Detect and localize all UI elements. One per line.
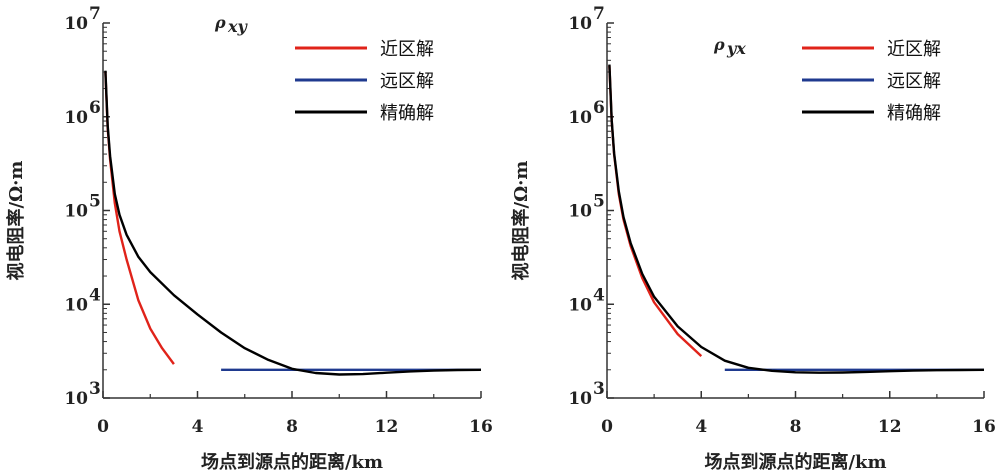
legend-label: 远区解	[887, 71, 941, 92]
x-tick-label: 12	[878, 417, 902, 437]
y-tick-label: 10	[64, 389, 88, 409]
y-tick-base: 10	[64, 389, 88, 409]
y-tick-exponent: 7	[593, 4, 605, 24]
y-tick-exponent: 3	[89, 379, 101, 399]
legend-label: 近区解	[887, 39, 941, 60]
y-tick-base: 10	[568, 389, 592, 409]
y-tick-label: 10	[64, 202, 88, 222]
x-tick-label: 16	[469, 417, 493, 437]
y-tick-base: 10	[568, 108, 592, 128]
y-tick-exponent: 5	[89, 192, 101, 212]
y-tick-label: 10	[568, 202, 592, 222]
y-tick-base: 10	[64, 295, 88, 315]
x-tick-label: 4	[192, 417, 204, 437]
chart-title: ρ	[214, 13, 226, 32]
y-axis-label: 视电阻率/Ω·m	[510, 161, 532, 281]
x-tick-label: 0	[97, 417, 109, 437]
y-tick-label: 10	[568, 295, 592, 315]
legend-label: 近区解	[380, 39, 434, 60]
x-tick-label: 8	[286, 417, 298, 437]
x-tick-label: 16	[972, 417, 996, 437]
legend-label: 精确解	[380, 103, 434, 124]
x-tick-label: 4	[695, 417, 707, 437]
y-tick-exponent: 5	[593, 192, 605, 212]
y-tick-label: 10	[64, 108, 88, 128]
y-tick-exponent: 7	[89, 4, 101, 24]
y-tick-base: 10	[568, 295, 592, 315]
x-axis-label: 场点到源点的距离/km	[704, 451, 886, 473]
y-tick-base: 10	[64, 202, 88, 222]
y-tick-base: 10	[568, 202, 592, 222]
y-tick-exponent: 4	[89, 285, 101, 305]
legend-label: 远区解	[380, 71, 434, 92]
legend-label: 精确解	[887, 103, 941, 124]
x-tick-label: 8	[790, 417, 802, 437]
y-tick-label: 10	[568, 14, 592, 34]
chart-title-subscript: xy	[227, 17, 249, 36]
y-tick-exponent: 6	[89, 98, 101, 118]
x-tick-label: 0	[601, 417, 613, 437]
y-tick-label: 10	[64, 14, 88, 34]
y-tick-label: 10	[64, 295, 88, 315]
y-tick-exponent: 4	[593, 285, 605, 305]
y-tick-base: 10	[64, 14, 88, 34]
y-tick-label: 10	[568, 389, 592, 409]
chart-title: ρ	[713, 35, 725, 54]
y-tick-base: 10	[568, 14, 592, 34]
y-tick-label: 10	[568, 108, 592, 128]
x-tick-label: 12	[375, 417, 399, 437]
y-tick-exponent: 3	[593, 379, 605, 399]
y-axis-label: 视电阻率/Ω·m	[5, 161, 27, 281]
y-tick-base: 10	[64, 108, 88, 128]
x-axis-label: 场点到源点的距离/km	[201, 451, 383, 473]
series-line-3	[104, 70, 482, 376]
y-tick-exponent: 6	[593, 98, 605, 118]
series-line-1	[104, 71, 175, 365]
chart-title-subscript: yx	[726, 39, 746, 58]
series-line-3	[608, 64, 985, 374]
